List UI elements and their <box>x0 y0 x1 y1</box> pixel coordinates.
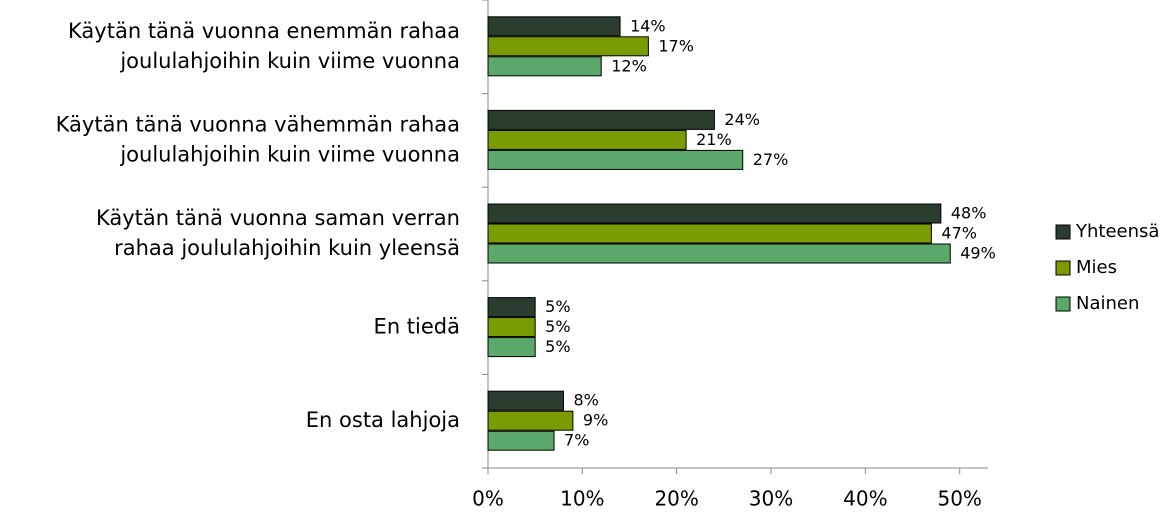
value-label: 17% <box>658 36 694 55</box>
x-tick-label: 40% <box>843 487 887 511</box>
value-label: 48% <box>951 204 987 223</box>
category-label: Käytän tänä vuonna enemmän rahaa <box>68 19 460 43</box>
x-tick-label: 20% <box>654 487 698 511</box>
category-label: joululahjoihin kuin viime vuonna <box>119 49 460 73</box>
bar <box>487 410 574 431</box>
bar <box>487 129 687 150</box>
bar <box>487 149 744 170</box>
value-label: 24% <box>724 110 760 129</box>
value-label: 9% <box>583 411 608 430</box>
value-label: 8% <box>573 391 598 410</box>
category-label: En osta lahjoja <box>306 408 460 432</box>
legend-label: Nainen <box>1076 293 1139 314</box>
legend-swatch <box>1055 296 1071 312</box>
x-tick-label: 50% <box>937 487 981 511</box>
legend-label: Mies <box>1076 257 1117 278</box>
category-label: joululahjoihin kuin viime vuonna <box>119 142 460 166</box>
legend-label: Yhteensä <box>1075 221 1159 242</box>
bar <box>487 16 621 37</box>
bar <box>487 203 942 224</box>
bar <box>487 337 536 358</box>
value-label: 47% <box>941 224 977 243</box>
bar <box>487 56 602 77</box>
legend-swatch <box>1055 260 1071 276</box>
value-label: 12% <box>611 56 647 75</box>
x-tick-label: 10% <box>560 487 604 511</box>
bar <box>487 390 564 411</box>
bar <box>487 109 715 130</box>
bar <box>487 36 649 57</box>
value-label: 7% <box>564 431 589 450</box>
category-label: rahaa joululahjoihin kuin yleensä <box>114 236 460 260</box>
bar <box>487 430 555 451</box>
legend-swatch <box>1055 224 1071 240</box>
value-label: 5% <box>545 337 570 356</box>
x-tick-label: 30% <box>749 487 793 511</box>
value-label: 5% <box>545 317 570 336</box>
value-label: 5% <box>545 297 570 316</box>
category-label: Käytän tänä vuonna saman verran <box>96 206 460 230</box>
bar <box>487 223 932 244</box>
value-label: 49% <box>960 244 996 263</box>
category-label: Käytän tänä vuonna vähemmän rahaa <box>56 112 460 136</box>
category-label: En tiedä <box>374 315 460 339</box>
value-label: 14% <box>630 16 666 35</box>
bar <box>487 243 951 264</box>
value-label: 27% <box>753 150 789 169</box>
value-label: 21% <box>696 130 732 149</box>
bar <box>487 297 536 318</box>
x-tick-label: 0% <box>472 487 504 511</box>
bar <box>487 317 536 338</box>
